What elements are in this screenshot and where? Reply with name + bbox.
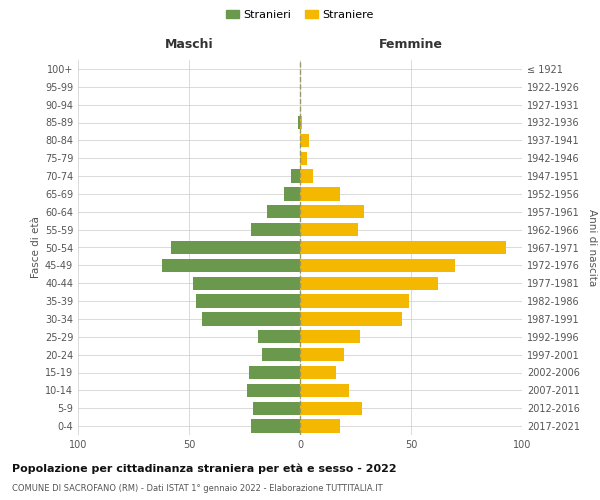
Bar bbox=[300, 330, 360, 344]
Bar bbox=[298, 116, 300, 129]
Text: Popolazione per cittadinanza straniera per età e sesso - 2022: Popolazione per cittadinanza straniera p… bbox=[12, 464, 397, 474]
Bar bbox=[171, 241, 300, 254]
Bar bbox=[300, 205, 364, 218]
Bar bbox=[300, 187, 340, 200]
Y-axis label: Anni di nascita: Anni di nascita bbox=[587, 209, 596, 286]
Bar bbox=[202, 312, 300, 326]
Bar bbox=[300, 258, 455, 272]
Bar bbox=[284, 187, 300, 200]
Bar bbox=[300, 312, 402, 326]
Legend: Stranieri, Straniere: Stranieri, Straniere bbox=[221, 6, 379, 25]
Bar bbox=[262, 348, 300, 362]
Bar bbox=[253, 402, 300, 415]
Bar bbox=[300, 420, 340, 433]
Bar bbox=[291, 170, 300, 183]
Y-axis label: Fasce di età: Fasce di età bbox=[31, 216, 41, 278]
Bar bbox=[300, 384, 349, 397]
Bar bbox=[300, 276, 437, 290]
Bar bbox=[249, 366, 300, 379]
Bar bbox=[300, 366, 335, 379]
Bar bbox=[300, 116, 302, 129]
Bar bbox=[300, 348, 344, 362]
Bar bbox=[300, 170, 313, 183]
Bar bbox=[163, 258, 300, 272]
Text: Maschi: Maschi bbox=[164, 38, 214, 51]
Bar bbox=[247, 384, 300, 397]
Bar bbox=[251, 223, 300, 236]
Bar bbox=[266, 205, 300, 218]
Bar bbox=[300, 223, 358, 236]
Bar bbox=[258, 330, 300, 344]
Text: Femmine: Femmine bbox=[379, 38, 443, 51]
Text: COMUNE DI SACROFANO (RM) - Dati ISTAT 1° gennaio 2022 - Elaborazione TUTTITALIA.: COMUNE DI SACROFANO (RM) - Dati ISTAT 1°… bbox=[12, 484, 383, 493]
Bar bbox=[193, 276, 300, 290]
Bar bbox=[300, 402, 362, 415]
Bar bbox=[251, 420, 300, 433]
Bar bbox=[300, 241, 506, 254]
Bar bbox=[196, 294, 300, 308]
Bar bbox=[300, 152, 307, 165]
Bar bbox=[300, 134, 309, 147]
Bar bbox=[300, 294, 409, 308]
